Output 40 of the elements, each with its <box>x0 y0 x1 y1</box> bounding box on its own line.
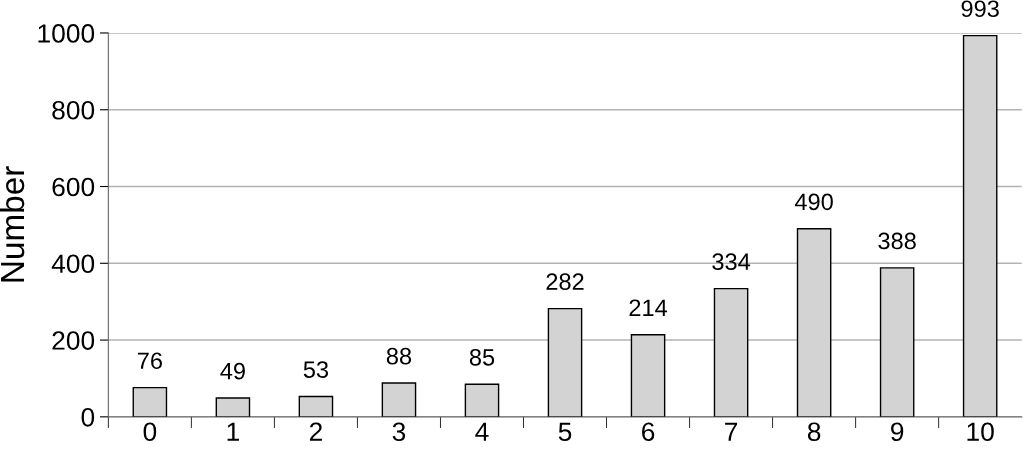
bar <box>879 267 915 417</box>
bar <box>464 383 500 417</box>
data-label: 85 <box>469 348 495 366</box>
y-tick-label: 200 <box>52 331 95 350</box>
y-tick-label: 400 <box>51 254 95 274</box>
bar <box>630 333 666 417</box>
data-label: 388 <box>878 232 916 250</box>
bar <box>547 307 583 417</box>
data-label: 282 <box>546 273 584 291</box>
x-tick-label: 5 <box>558 422 572 442</box>
y-tick-label: 0 <box>81 407 95 427</box>
x-tick-label: 1 <box>227 422 239 441</box>
bar <box>132 386 168 417</box>
data-label: 214 <box>629 299 668 316</box>
bar <box>298 395 334 417</box>
x-tick-label: 3 <box>392 422 406 442</box>
x-tick-label: 4 <box>475 422 489 441</box>
data-label: 49 <box>220 362 245 380</box>
x-tick-label: 0 <box>143 422 157 442</box>
bar <box>381 382 417 417</box>
x-tick-label: 6 <box>642 422 655 442</box>
x-tick-label: 8 <box>807 422 821 442</box>
bar <box>215 397 251 417</box>
y-tick-label: 1000 <box>38 24 95 43</box>
data-label: 490 <box>794 193 833 211</box>
x-tick-label: 10 <box>967 422 994 442</box>
y-tick-label: 800 <box>52 100 95 120</box>
x-tick-label: 2 <box>309 422 322 441</box>
data-label: 53 <box>303 361 329 378</box>
bar <box>962 34 998 417</box>
data-label: 993 <box>961 0 999 18</box>
data-label: 88 <box>386 347 412 365</box>
bar <box>713 287 749 417</box>
y-tick-label: 600 <box>52 177 95 197</box>
x-tick-label: 9 <box>891 422 904 442</box>
data-label: 76 <box>137 352 162 370</box>
x-tick-label: 7 <box>725 422 738 441</box>
bar <box>796 228 832 417</box>
y-axis-title: Number <box>0 166 25 282</box>
data-label: 334 <box>712 253 751 271</box>
